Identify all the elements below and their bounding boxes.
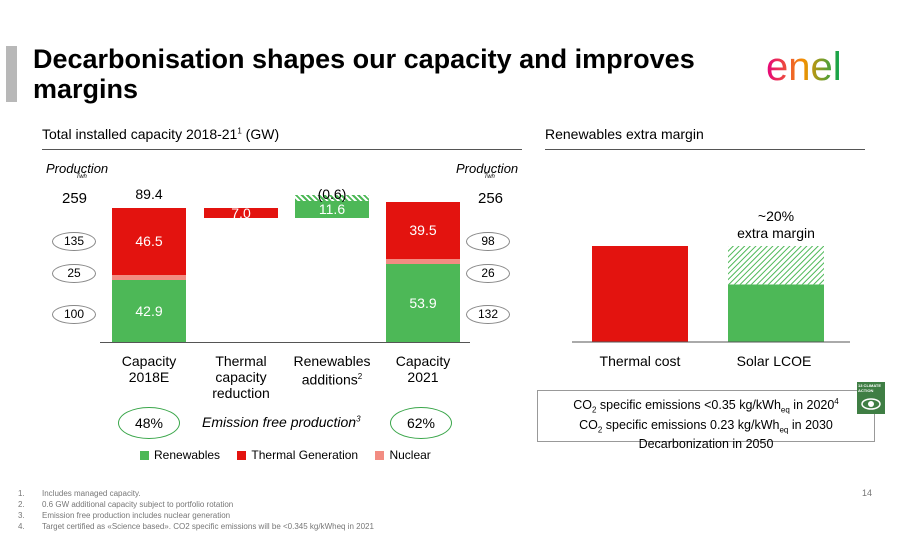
- legend-item-thermal: Thermal Generation: [237, 448, 358, 462]
- margin-bar-thermal-cost: [592, 246, 688, 342]
- right-section-title: Renewables extra margin: [545, 126, 704, 142]
- earth-eye-icon: [861, 398, 881, 410]
- production-label-right: Production: [456, 161, 519, 176]
- emissions-line-2: CO2 specific emissions 0.23 kg/kWheq in …: [579, 417, 833, 435]
- legend-item-nuclear: Nuclear: [375, 448, 431, 462]
- extra-margin-label: extra margin: [737, 225, 815, 241]
- legend-swatch-thermal: [237, 451, 247, 461]
- svg-text:enel: enel: [766, 46, 842, 89]
- left-section-divider: [42, 149, 522, 150]
- bar-2021-nuclear: [386, 259, 460, 264]
- category-label-1: Capacity 2018E: [121, 353, 177, 385]
- bar-label-2021-renewables: 53.9: [409, 294, 437, 311]
- page-title: Decarbonisation shapes our capacity and …: [33, 44, 695, 104]
- bar-total-2018: 89.4: [135, 185, 163, 202]
- footnote-4: 4. Target certified as «Science based». C…: [18, 522, 374, 531]
- extra-margin-value: ~20%: [757, 208, 795, 224]
- margin-category-solar: Solar LCOE: [736, 353, 812, 369]
- margin-bar-extra-margin: [728, 246, 824, 285]
- production-oval-2021-nuclear: 26: [466, 264, 510, 283]
- sdg-13-badge: 13 CLIMATE ACTION: [857, 382, 885, 414]
- production-label-left: Production: [46, 161, 109, 176]
- right-section-divider: [545, 149, 865, 150]
- production-unit-right: Twh: [484, 174, 495, 180]
- waterfall-baseline: [100, 342, 470, 343]
- left-section-title: Total installed capacity 2018-211 (GW): [42, 126, 280, 142]
- title-accent-bar: [6, 46, 17, 102]
- emissions-line-3: Decarbonization in 2050: [638, 437, 774, 452]
- production-oval-2021-renewables: 132: [466, 305, 510, 324]
- bar-renewables-additions: [295, 200, 369, 218]
- category-label-2: Thermal capacity reduction: [212, 353, 270, 401]
- legend-item-renewables: Renewables: [140, 448, 220, 462]
- emission-free-pill-2018: 48%: [118, 407, 180, 439]
- bar-2021-thermal: [386, 201, 460, 260]
- legend-swatch-nuclear: [375, 451, 385, 461]
- emission-free-label: Emission free production3: [202, 414, 361, 430]
- sdg-badge-label: 13 CLIMATE ACTION: [858, 383, 882, 393]
- bar-thermal-reduction: [204, 207, 278, 218]
- emission-free-pill-2021: 62%: [390, 407, 452, 439]
- enel-logo: enel: [766, 46, 842, 89]
- category-label-4: Capacity 2021: [395, 353, 451, 385]
- bar-label-2018-thermal: 46.5: [135, 233, 163, 250]
- bar-label-2021-thermal: 39.5: [409, 222, 437, 239]
- bar-additional-capacity-hatched: [295, 194, 369, 201]
- bar-2018-renewables: [112, 279, 186, 342]
- footnote-3: 3. Emission free production includes nucl…: [18, 511, 231, 520]
- production-2018: 259: [62, 190, 88, 207]
- bar-2021-renewables: [386, 263, 460, 342]
- footnotes: 1. Includes managed capacity. 2. 0.6 GW ad…: [18, 488, 374, 532]
- legend: Renewables Thermal Generation Nuclear: [140, 448, 431, 462]
- emissions-target-box: CO2 specific emissions <0.35 kg/kWheq in…: [537, 390, 875, 451]
- bar-2018-nuclear: [112, 275, 186, 280]
- category-label-3: Renewables additions2: [293, 353, 371, 388]
- production-2021: 256: [478, 190, 504, 207]
- production-oval-2018-renewables: 100: [52, 305, 96, 324]
- margin-bar-solar-lcoe: [728, 284, 824, 342]
- extra-margin-annotation: ~20% extra margin: [706, 208, 846, 242]
- emissions-line-1: CO2 specific emissions <0.35 kg/kWheq in…: [573, 397, 839, 415]
- bar-label-thermal-reduction: 7.0: [231, 204, 251, 221]
- bar-label-renewables-additions: 11.6: [318, 201, 346, 218]
- footnote-1: 1. Includes managed capacity.: [18, 489, 141, 498]
- production-unit-left: Twh: [76, 174, 87, 180]
- production-oval-2018-thermal: 135: [52, 232, 96, 251]
- production-oval-2018-nuclear: 25: [52, 264, 96, 283]
- bar-label-additional-capacity: (0.6): [317, 185, 347, 202]
- page-number: 14: [862, 488, 873, 498]
- margin-category-thermal: Thermal cost: [599, 353, 681, 369]
- footnote-2: 2. 0.6 GW additional capacity subject to …: [18, 500, 234, 509]
- bar-label-2018-renewables: 42.9: [135, 302, 163, 319]
- legend-swatch-renewables: [140, 451, 149, 461]
- production-oval-2021-thermal: 98: [466, 232, 510, 251]
- bar-2018-thermal: [112, 207, 186, 275]
